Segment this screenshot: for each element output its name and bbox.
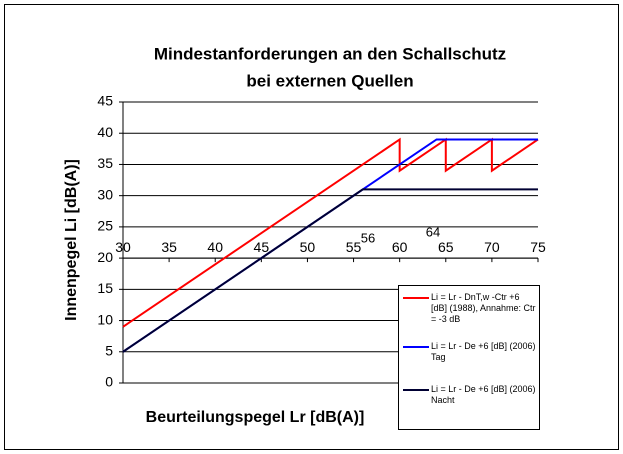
x-tick-label: 60	[392, 239, 408, 255]
series-line	[122, 188, 538, 353]
y-tick-label: 5	[105, 342, 113, 358]
x-tick-label: 65	[438, 239, 454, 255]
y-tick-label: 0	[105, 374, 113, 390]
x-axis-label: Beurteilungspegel Lr [dB(A)]	[146, 409, 365, 426]
legend-label: Li = Lr - De +6 [dB] (2006) Nacht	[431, 384, 536, 405]
y-tick-label: 15	[97, 280, 113, 296]
series-line	[122, 137, 539, 328]
legend-entry: Li = Lr - De +6 [dB] (2006) Tag	[403, 341, 537, 363]
chart-title: Mindestanforderungen an den Schallschutz	[154, 44, 506, 63]
y-tick-label: 25	[97, 218, 113, 234]
annotation: 64	[426, 224, 440, 239]
legend-label: Li = Lr - De +6 [dB] (2006) Tag	[431, 341, 536, 362]
y-tick-label: 10	[97, 311, 113, 327]
y-tick-label: 45	[97, 93, 113, 109]
x-tick-label: 70	[484, 239, 500, 255]
x-tick-label: 40	[207, 239, 223, 255]
y-tick-label: 35	[97, 155, 113, 171]
x-tick-label: 55	[346, 239, 362, 255]
legend-entry: Li = Lr - DnT,w -Ctr +6 [dB] (1988), Ann…	[403, 292, 537, 325]
x-tick-label: 30	[115, 239, 131, 255]
y-tick-label: 40	[97, 124, 113, 140]
x-tick-label: 75	[530, 239, 546, 255]
legend-entry: Li = Lr - De +6 [dB] (2006) Nacht	[403, 384, 537, 406]
x-tick-label: 50	[300, 239, 316, 255]
legend-swatch	[403, 346, 429, 348]
y-tick-label: 20	[97, 249, 113, 265]
x-tick-label: 35	[161, 239, 177, 255]
legend: Li = Lr - DnT,w -Ctr +6 [dB] (1988), Ann…	[398, 285, 540, 430]
y-axis-label: Innenpegel Li [dB(A)]	[63, 159, 80, 321]
legend-label: Li = Lr - DnT,w -Ctr +6 [dB] (1988), Ann…	[431, 292, 536, 324]
x-tick-label: 45	[254, 239, 270, 255]
chart-title: bei externen Quellen	[246, 71, 413, 90]
legend-swatch	[403, 389, 429, 391]
y-tick-label: 30	[97, 186, 113, 202]
legend-swatch	[403, 297, 429, 299]
annotation: 56	[361, 230, 375, 245]
